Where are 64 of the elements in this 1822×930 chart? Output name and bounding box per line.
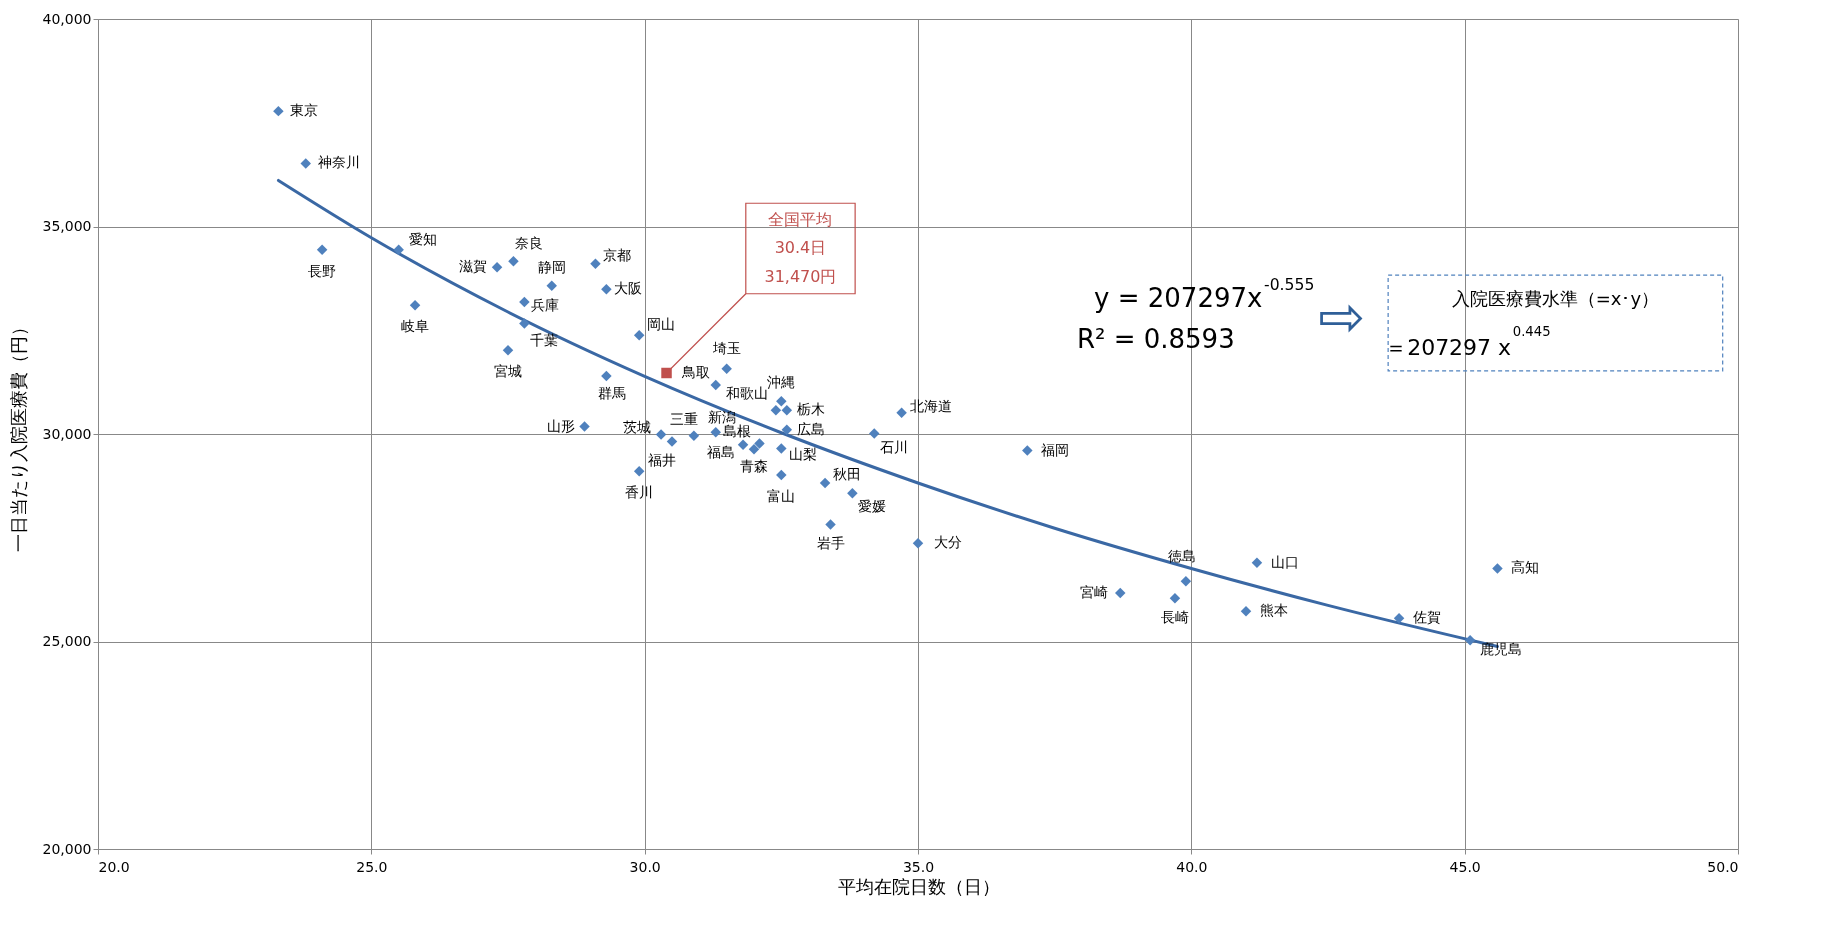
data-label: 青森: [740, 458, 768, 475]
data-label: 熊本: [1260, 602, 1288, 619]
x-axis-title: 平均在院日数（日）: [837, 875, 1000, 897]
data-label: 静岡: [537, 258, 566, 275]
data-label: 徳島: [1167, 548, 1196, 565]
data-label: 滋賀: [459, 258, 488, 275]
y-tick-label: 25,000: [42, 633, 92, 649]
annotation: 入院医療費水準（=x･y）: [1451, 287, 1660, 309]
data-label: 鳥取: [680, 364, 710, 381]
data-label: 茨城: [623, 419, 652, 436]
data-label: 奈良: [515, 235, 544, 252]
data-label: 兵庫: [531, 297, 560, 314]
annotation: ⇨: [1318, 284, 1366, 350]
data-label: 大阪: [614, 280, 643, 297]
data-label: 大分: [934, 534, 962, 551]
data-label: 福岡: [1041, 441, 1070, 458]
data-label: 高知: [1511, 559, 1540, 576]
y-tick-label: 20,000: [42, 840, 92, 857]
data-label: 鹿児島: [1480, 641, 1523, 658]
data-label: 岡山: [647, 316, 676, 333]
data-label: 愛知: [408, 230, 437, 247]
data-label: 山梨: [789, 445, 818, 462]
data-label: 石川: [880, 438, 909, 455]
x-tick-label: 40.0: [1176, 858, 1208, 875]
data-label: 山形: [546, 417, 575, 434]
data-label: 長崎: [1160, 609, 1189, 626]
annotation: R² = 0.8593: [1076, 323, 1235, 354]
data-label: 沖縄: [767, 374, 796, 391]
annotation: ＝207297 x0.445: [1385, 323, 1551, 360]
data-label: 三重: [669, 410, 698, 427]
data-label: 北海道: [909, 397, 952, 414]
y-axis-title: 一日当たり入院医療費（円）: [7, 317, 29, 552]
data-label: 神奈川: [317, 154, 360, 171]
annotation: 全国平均 30.4日 31,470円: [764, 210, 837, 286]
y-tick-label: 30,000: [42, 425, 92, 442]
data-label: 群馬: [598, 384, 627, 401]
data-label: 愛媛: [858, 498, 887, 515]
data-label: 京都: [603, 246, 632, 263]
data-label: 宮崎: [1080, 583, 1109, 600]
y-tick-label: 40,000: [42, 10, 92, 27]
x-tick-label: 50.0: [1707, 858, 1739, 875]
x-tick-label: 20.0: [98, 858, 130, 875]
data-label: 佐賀: [1413, 609, 1442, 626]
data-label: 広島: [796, 420, 825, 437]
x-tick-label: 30.0: [629, 858, 661, 875]
data-label: 福井: [648, 452, 676, 469]
x-tick-label: 45.0: [1449, 858, 1481, 875]
data-label: 福島: [707, 443, 736, 460]
data-label: 秋田: [833, 465, 862, 482]
y-tick-label: 35,000: [42, 218, 92, 234]
data-label: 長野: [308, 262, 337, 279]
x-tick-label: 35.0: [902, 858, 935, 875]
data-label: 和歌山: [725, 385, 768, 402]
data-label: 東京: [290, 102, 319, 119]
data-label: 岩手: [816, 535, 845, 552]
data-label: 埼玉: [711, 339, 741, 356]
data-label: 山口: [1270, 553, 1299, 570]
data-label: 岐阜: [401, 318, 430, 335]
data-label: 香川: [625, 484, 654, 501]
data-label: 千葉: [530, 331, 559, 348]
data-label: 宮城: [494, 363, 522, 380]
x-tick-label: 25.0: [356, 858, 388, 875]
data-label: 栃木: [796, 401, 825, 418]
data-label: 富山: [767, 488, 796, 505]
